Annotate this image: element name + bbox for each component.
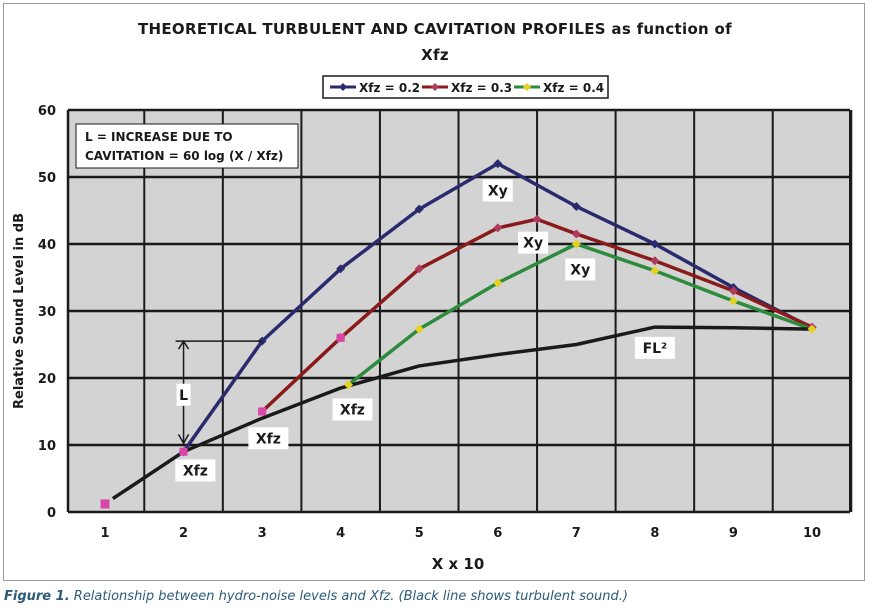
y-tick-label: 50 (38, 171, 56, 186)
label-box (248, 427, 289, 450)
data-point (493, 278, 503, 288)
label-box (565, 258, 596, 281)
data-point (571, 239, 581, 249)
legend-label: Xfz = 0.4 (543, 81, 604, 95)
chart-title-line2: Xfz (421, 46, 449, 64)
x-tick-label: 2 (179, 526, 188, 541)
data-label: FL² (643, 341, 668, 357)
caption-label: Figure 1. (4, 589, 70, 604)
l-bracket-arrow-bottom (177, 433, 190, 445)
annotation-line1: L = INCREASE DUE TO (85, 130, 233, 144)
label-box (332, 398, 373, 421)
legend-marker (523, 83, 531, 91)
data-point (344, 380, 354, 390)
data-point (179, 447, 188, 456)
y-tick-label: 10 (38, 439, 56, 454)
data-label: L (179, 388, 188, 404)
x-tick-label: 9 (729, 526, 738, 541)
x-axis-label: X x 10 (432, 555, 485, 573)
data-point (414, 324, 424, 334)
x-tick-label: 1 (100, 526, 109, 541)
x-tick-label: 4 (336, 526, 345, 541)
legend-label: Xfz = 0.3 (451, 81, 512, 95)
y-axis-label: Relative Sound Level in dB (12, 213, 27, 409)
annotation-line2: CAVITATION = 60 log (X / Xfz) (85, 149, 283, 163)
legend-label: Xfz = 0.2 (359, 81, 420, 95)
data-point (650, 256, 660, 266)
y-tick-label: 60 (38, 104, 56, 119)
data-label: Xy (488, 183, 508, 199)
x-tick-label: 8 (650, 526, 659, 541)
data-point (650, 266, 660, 276)
label-box (175, 459, 216, 482)
l-bracket-arrow-top (177, 339, 190, 350)
legend-marker (431, 83, 439, 91)
data-label: Xy (570, 262, 590, 278)
x-tick-label: 6 (493, 526, 502, 541)
label-box (176, 383, 191, 406)
data-point (493, 223, 503, 233)
data-point (414, 264, 424, 274)
data-point (571, 201, 581, 211)
data-label: Xy (523, 236, 543, 252)
data-point (336, 333, 345, 342)
y-tick-label: 30 (38, 305, 56, 320)
caption-text: Relationship between hydro-noise levels … (73, 589, 628, 604)
legend-box (322, 75, 609, 99)
data-point (493, 159, 503, 169)
data-point (414, 204, 424, 214)
data-point (532, 214, 542, 224)
data-point (807, 324, 817, 334)
series-line (111, 325, 813, 501)
data-label: Xfz (340, 402, 365, 418)
label-box (482, 179, 513, 202)
data-label: Xfz (183, 463, 208, 479)
data-point (571, 229, 581, 239)
figure-caption: Figure 1. Relationship between hydro-noi… (4, 589, 866, 604)
data-point (728, 296, 738, 306)
label-box (634, 336, 675, 359)
data-point (728, 286, 738, 296)
label-box (518, 231, 549, 254)
y-tick-label: 40 (38, 238, 56, 253)
legend-marker (339, 83, 347, 91)
data-point (100, 499, 110, 509)
y-tick-label: 0 (47, 506, 56, 521)
data-point (650, 239, 660, 249)
data-label: Xfz (256, 431, 281, 447)
x-tick-label: 5 (415, 526, 424, 541)
x-tick-label: 10 (803, 526, 821, 541)
annotation-box (75, 123, 299, 169)
data-point (258, 407, 267, 416)
y-tick-label: 20 (38, 372, 56, 387)
data-point (336, 264, 346, 274)
chart-title-line1: THEORETICAL TURBULENT AND CAVITATION PRO… (137, 20, 732, 38)
x-tick-label: 3 (258, 526, 267, 541)
x-tick-label: 7 (572, 526, 581, 541)
